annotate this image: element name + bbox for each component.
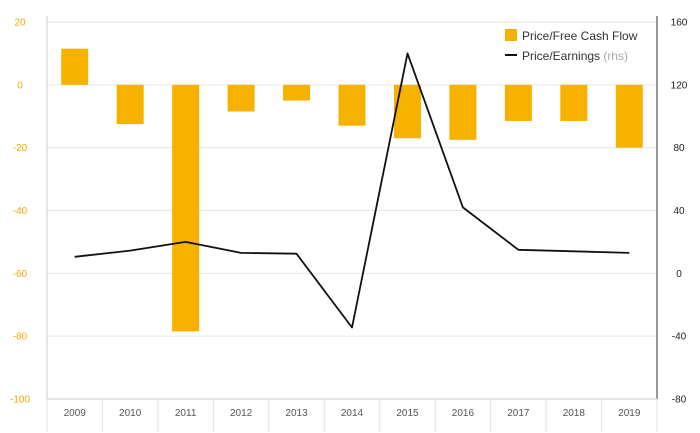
right-tick-label: 40 [673,206,685,217]
legend: Price/Free Cash Flow Price/Earnings (rhs… [505,29,638,63]
gridlines [47,21,657,337]
bar-2017 [504,84,532,121]
price-earnings-line [74,52,630,329]
left-tick-label: 20 [14,18,26,29]
bar-2013 [283,84,311,101]
x-tick-label-2015: 2015 [396,408,419,419]
x-tick-label-2011: 2011 [175,408,197,419]
x-tick-label-2017: 2017 [507,408,530,419]
axes [46,16,658,400]
x-tick-label-2019: 2019 [618,408,641,419]
legend-label-price-fcf: Price/Free Cash Flow [522,29,638,43]
legend-swatch-price-fcf [505,29,517,41]
left-tick-label: -60 [13,269,28,280]
right-tick-label: 160 [671,18,688,29]
legend-note-rhs: (rhs) [603,49,628,63]
bar-2011 [172,84,200,332]
right-axis-ticks: 160 120 80 40 0 -40 -80 [671,18,688,406]
bar-series [61,48,643,332]
bar-2014 [338,84,366,126]
legend-label-price-earnings: Price/Earnings (rhs) [522,49,628,63]
bar-2009 [61,48,89,85]
x-tick-label-2016: 2016 [452,408,475,419]
left-tick-label: 0 [17,80,23,91]
left-tick-label: -40 [13,206,28,217]
x-tick-label-2012: 2012 [230,408,253,419]
left-tick-label: -100 [10,395,30,406]
bar-2019 [615,84,643,148]
left-tick-label: -80 [13,332,28,343]
right-tick-label: 0 [676,269,682,280]
bar-2018 [560,84,588,121]
x-tick-label-2018: 2018 [563,408,586,419]
bar-2015 [393,84,421,139]
right-tick-label: -40 [672,332,687,343]
x-tick-label-2009: 2009 [64,408,87,419]
left-tick-label: -20 [13,143,28,154]
x-tick-label-2013: 2013 [285,408,308,419]
x-tick-label-2010: 2010 [119,408,142,419]
bar-2012 [227,84,255,112]
line-series [74,52,630,329]
left-axis-ticks: 20 0 -20 -40 -60 -80 -100 [10,18,30,406]
bar-2010 [116,84,144,125]
bar-2016 [449,84,477,140]
right-tick-label: 120 [671,80,688,91]
right-tick-label: -80 [672,395,687,406]
x-axis-ticks: 2009 2010 2011 2012 2013 2014 2015 2016 2017 2018… [46,399,658,432]
x-tick-label-2014: 2014 [341,408,364,419]
right-tick-label: 80 [673,143,685,154]
